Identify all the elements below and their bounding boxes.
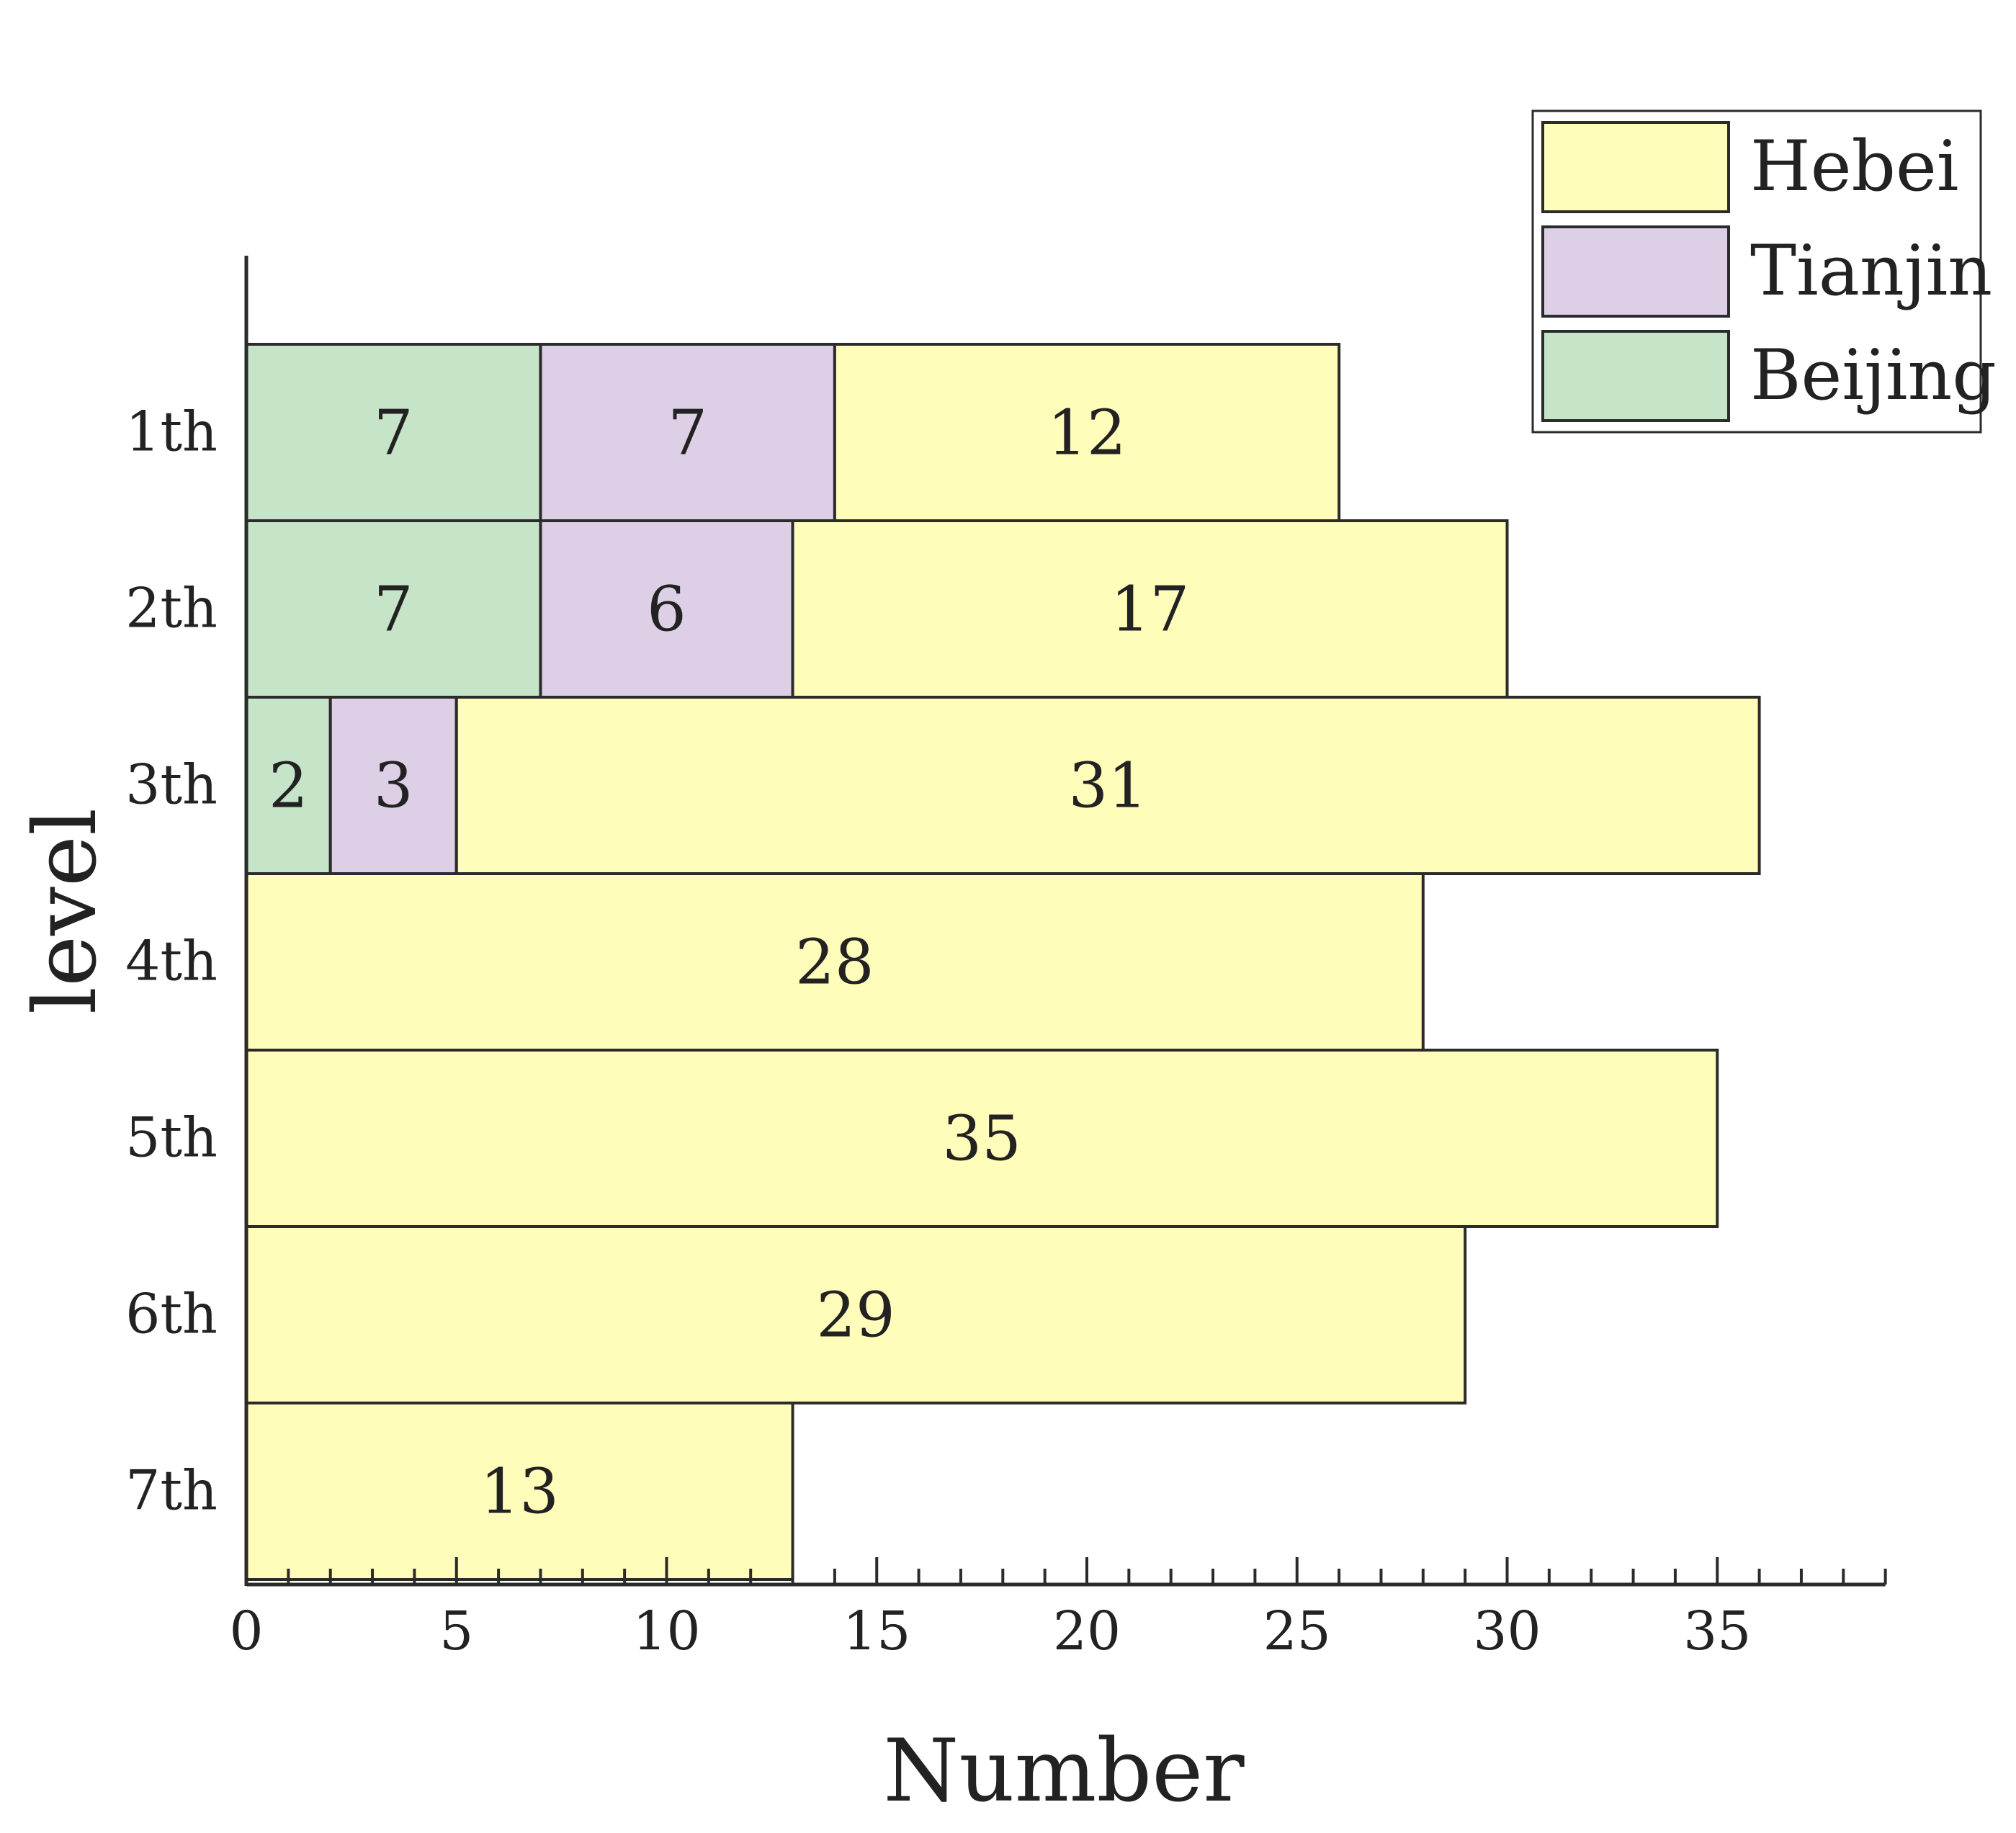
bar-value-label: 3 <box>374 750 413 823</box>
bar-value-label: 12 <box>1047 398 1126 470</box>
bar-tianjin-3th <box>328 696 458 875</box>
labels-layer: 7 7 12 1th 7 6 17 2th 2 3 31 3th 28 4th 35 5th 29 6th 13 7t… <box>125 398 1189 1528</box>
y-tick-label-6th: 6th <box>125 1282 218 1346</box>
bar-value-label: 2 <box>269 750 308 823</box>
bar-hebei-1th <box>833 343 1341 522</box>
x-tick-label: 5 <box>439 1600 473 1662</box>
y-tick-label-5th: 5th <box>125 1106 218 1170</box>
x-tick-label: 10 <box>632 1600 700 1662</box>
bar-beijing-2th <box>245 519 542 699</box>
bar-value-label: 35 <box>942 1103 1021 1175</box>
x-tick-label: 25 <box>1263 1600 1331 1662</box>
y-tick-label-7th: 7th <box>125 1458 218 1523</box>
axis-layer: 0 5 10 15 20 25 30 35 <box>229 256 1887 1662</box>
bar-hebei-2th <box>791 519 1509 699</box>
bar-value-label: 7 <box>668 398 707 470</box>
bar-value-label: 31 <box>1068 750 1147 823</box>
x-tick-label: 30 <box>1473 1600 1541 1662</box>
bar-value-label: 7 <box>374 574 413 646</box>
y-tick-label-4th: 4th <box>125 929 218 993</box>
bar-hebei-4th <box>245 872 1425 1052</box>
bar-hebei-7th <box>245 1402 794 1581</box>
legend-swatch-tianjin <box>1541 225 1730 318</box>
x-tick-label: 20 <box>1053 1600 1121 1662</box>
legend-label-tianjin: Tianjin <box>1750 230 1992 311</box>
legend: Hebei Tianjin Beijing <box>1531 109 1997 434</box>
bars-layer <box>245 343 1761 1581</box>
bar-value-label: 28 <box>795 927 874 999</box>
y-tick-label-1th: 1th <box>125 400 218 464</box>
x-axis-title: Number <box>883 1721 1245 1821</box>
bar-value-label: 13 <box>480 1456 559 1528</box>
bar-value-label: 6 <box>647 574 686 646</box>
x-tick-label: 15 <box>843 1600 910 1662</box>
bar-beijing-1th <box>245 343 542 522</box>
bar-value-label: 17 <box>1111 574 1189 646</box>
bar-value-label: 7 <box>374 398 413 470</box>
y-axis-title: level <box>16 808 116 1015</box>
bar-tianjin-1th <box>539 343 836 522</box>
x-tick-label: 0 <box>229 1600 263 1662</box>
bar-value-label: 29 <box>816 1280 895 1352</box>
legend-label-beijing: Beijing <box>1750 335 1997 416</box>
x-tick-label: 35 <box>1683 1600 1751 1662</box>
bar-hebei-5th <box>245 1049 1719 1228</box>
y-tick-label-2th: 2th <box>125 576 218 640</box>
legend-swatch-beijing <box>1541 330 1730 422</box>
bar-hebei-6th <box>245 1225 1467 1404</box>
y-tick-label-3th: 3th <box>125 753 218 817</box>
legend-swatch-hebei <box>1541 121 1730 213</box>
legend-label-hebei: Hebei <box>1750 126 1959 207</box>
